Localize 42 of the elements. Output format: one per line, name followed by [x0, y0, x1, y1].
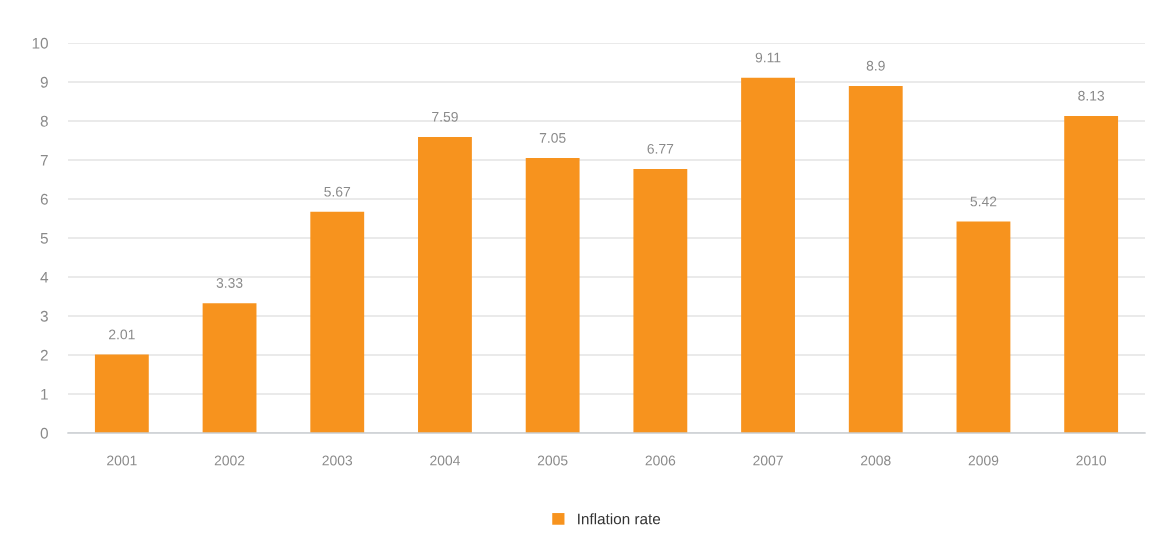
y-tick-label: 1 — [41, 389, 48, 400]
bar — [418, 136, 472, 433]
x-tick-label: 2009 — [968, 455, 999, 466]
x-tick-label: 2003 — [322, 455, 353, 466]
y-tick-label: 9 — [40, 76, 48, 88]
y-tick-label: 5 — [40, 233, 48, 244]
bar — [525, 158, 580, 433]
x-tick-label: 2005 — [537, 455, 568, 466]
data-label: 5.42 — [970, 196, 997, 207]
x-tick-label: 2004 — [430, 455, 460, 466]
bar — [956, 221, 1011, 433]
bar — [202, 303, 257, 433]
bar — [1064, 115, 1119, 433]
x-tick-label: 2007 — [753, 455, 783, 466]
data-label: 7.59 — [432, 111, 458, 122]
x-tick-label: 2002 — [214, 455, 245, 466]
data-label: 9.11 — [755, 52, 781, 63]
x-tick-label: 2008 — [861, 455, 891, 466]
bar — [310, 211, 365, 433]
data-label: 7.05 — [539, 132, 566, 143]
y-tick-label: 3 — [40, 310, 48, 322]
y-tick-label: 7 — [40, 155, 48, 166]
data-label: 3.33 — [216, 278, 243, 288]
y-tick-label: 10 — [32, 37, 48, 49]
y-tick-label: 6 — [40, 193, 48, 205]
y-tick-label: 8 — [40, 115, 48, 127]
y-tick-label: 2 — [40, 349, 48, 361]
x-tick-label: 2006 — [645, 455, 676, 466]
x-tick-label: 2010 — [1076, 455, 1107, 466]
data-label: 2.01 — [109, 329, 135, 340]
legend-label: Inflation rate — [578, 513, 661, 525]
data-label: 8.13 — [1078, 90, 1105, 101]
bar — [94, 354, 149, 433]
data-label: 5.67 — [324, 186, 351, 197]
y-tick-label: 4 — [40, 272, 49, 283]
x-tick-label: 2001 — [107, 455, 137, 466]
data-label: 6.77 — [647, 143, 674, 154]
bar — [633, 168, 688, 433]
bar — [848, 85, 903, 433]
y-tick-label: 0 — [40, 427, 48, 439]
bar — [741, 77, 795, 433]
data-label: 8.9 — [866, 60, 885, 71]
